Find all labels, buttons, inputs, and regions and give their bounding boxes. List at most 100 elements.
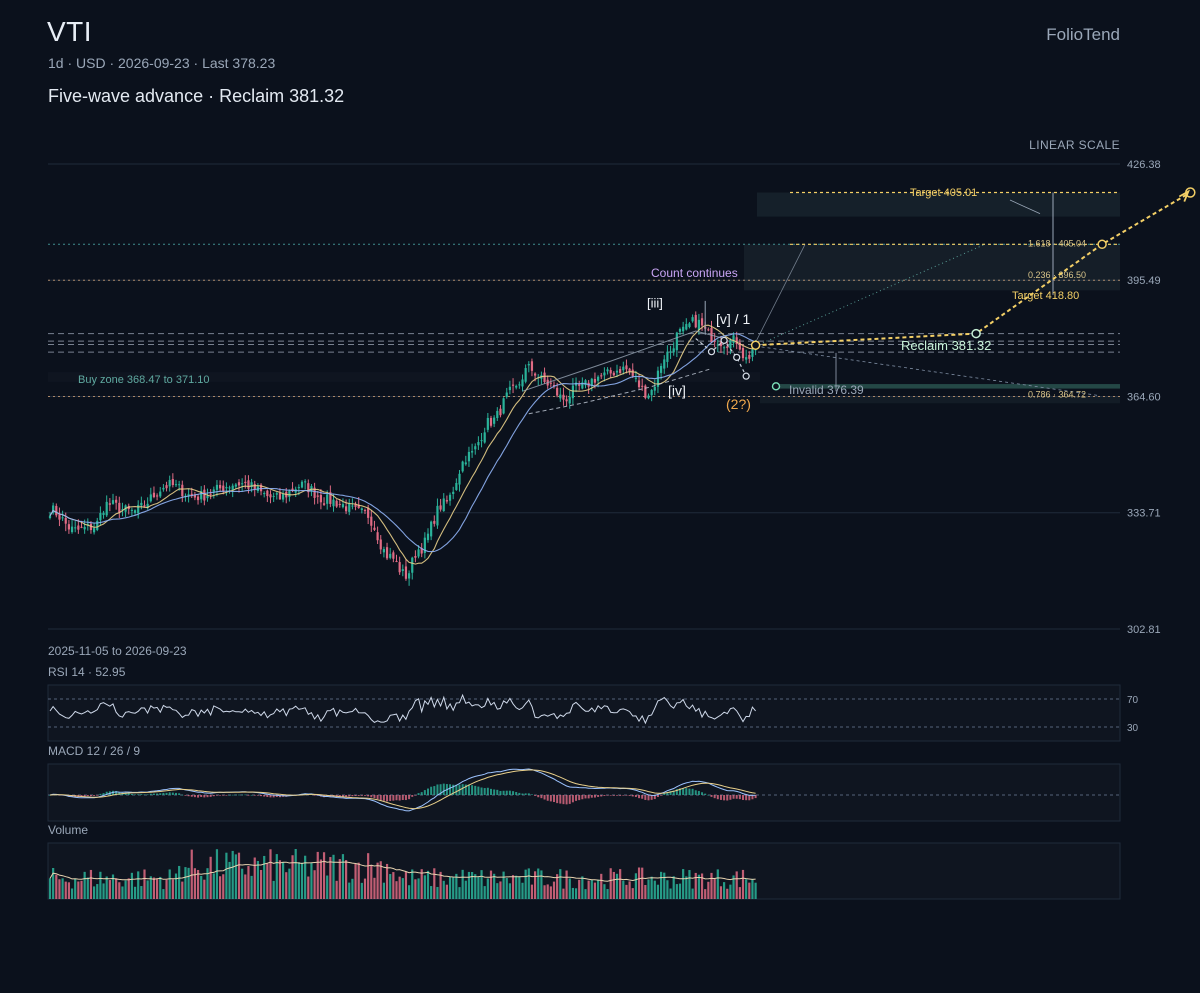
candle-body — [552, 385, 556, 387]
macd-histogram-bar — [562, 795, 565, 805]
candle-body — [231, 485, 234, 490]
candle-body — [58, 514, 61, 520]
candle-body — [152, 492, 156, 498]
candle-body — [713, 340, 716, 342]
candle-body — [137, 504, 140, 514]
volume-bar — [738, 887, 741, 899]
macd-histogram-bar — [631, 795, 634, 797]
volume-bar — [379, 861, 382, 899]
macd-histogram-bar — [357, 795, 360, 796]
volume-bar — [300, 862, 304, 899]
candle-body — [83, 526, 86, 530]
candle-body — [593, 378, 597, 383]
volume-bar — [688, 870, 691, 899]
macd-signal-line — [49, 769, 756, 810]
macd-histogram-bar — [345, 795, 348, 798]
volume-bar — [215, 849, 219, 899]
volume-bar — [726, 888, 729, 899]
volume-bar — [524, 869, 527, 899]
volume-bar — [181, 881, 184, 899]
candle-body — [178, 484, 181, 486]
ticker-title: VTI — [47, 16, 93, 47]
volume-bar — [653, 880, 656, 899]
macd-histogram-bar — [612, 795, 615, 796]
volume-bar — [392, 872, 395, 899]
candle-body — [452, 491, 455, 495]
volume-bar — [540, 870, 543, 899]
macd-histogram-bar — [669, 791, 672, 795]
volume-bar — [455, 873, 458, 899]
candle-body — [688, 323, 691, 328]
candle-body — [559, 394, 562, 399]
volume-bar — [700, 873, 704, 899]
volume-bar — [89, 869, 93, 899]
macd-histogram-bar — [389, 795, 392, 801]
volume-bar — [291, 855, 294, 899]
macd-histogram-bar — [606, 795, 609, 796]
brand-logo-text: FolioTend — [1046, 25, 1120, 44]
candle-body — [187, 494, 190, 496]
volume-bar — [719, 886, 723, 899]
volume-bar — [477, 876, 480, 899]
macd-histogram-bar — [524, 793, 527, 795]
candle-body — [89, 523, 93, 531]
ma-slow-line — [49, 333, 756, 553]
volume-bar — [67, 882, 70, 899]
macd-histogram-bar — [464, 784, 467, 795]
volume-bar — [115, 878, 118, 899]
volume-bar — [297, 862, 300, 899]
macd-histogram-bar — [754, 795, 757, 799]
candle-body — [656, 370, 660, 387]
candle-body — [193, 494, 196, 498]
macd-histogram-bar — [634, 795, 637, 798]
macd-histogram-bar — [578, 795, 581, 801]
candle-body — [414, 556, 417, 558]
scale-mode-label[interactable]: LINEAR SCALE — [1029, 138, 1120, 152]
candle-body — [376, 532, 379, 541]
macd-histogram-bar — [691, 788, 694, 795]
candle-body — [146, 503, 149, 509]
candle-body — [244, 481, 247, 484]
volume-bar — [272, 880, 275, 899]
candle-body — [515, 385, 518, 388]
candle-body — [225, 487, 228, 489]
candle-body — [253, 484, 256, 490]
candle-body — [530, 361, 534, 371]
volume-bar — [253, 857, 256, 899]
candle-body — [430, 521, 433, 537]
macd-histogram-bar — [710, 795, 713, 797]
macd-histogram-bar — [530, 794, 533, 795]
macd-histogram-bar — [439, 784, 442, 795]
macd-histogram-bar — [625, 795, 628, 796]
volume-bar — [666, 880, 669, 899]
candle-body — [395, 560, 398, 562]
volume-bar — [606, 889, 609, 899]
candle-body — [360, 508, 363, 510]
rsi-frame — [47, 684, 1121, 742]
candle-body — [370, 516, 373, 526]
volume-bar — [111, 874, 115, 899]
candle-body — [700, 318, 704, 326]
candle-body — [385, 547, 389, 559]
macd-histogram-bar — [162, 792, 165, 795]
macd-histogram-bar — [354, 795, 357, 797]
candle-body — [130, 509, 133, 511]
candle-body — [609, 370, 612, 374]
candle-body — [93, 528, 96, 533]
reclaim-label: Reclaim 381.32 — [901, 338, 991, 353]
macd-histogram-bar — [521, 793, 524, 795]
candle-body — [584, 380, 587, 386]
macd-histogram-bar — [568, 795, 571, 804]
volume-bar — [515, 875, 518, 899]
macd-histogram-bar — [508, 790, 511, 795]
volume-bar — [58, 879, 61, 899]
candle-body — [392, 552, 395, 559]
volume-bar — [244, 874, 247, 899]
macd-histogram-bar — [738, 795, 741, 800]
candle-body — [64, 517, 67, 524]
projection-node — [1097, 239, 1107, 250]
volume-bar — [530, 884, 534, 899]
macd-histogram-bar — [534, 795, 537, 796]
candle-body — [275, 493, 278, 495]
